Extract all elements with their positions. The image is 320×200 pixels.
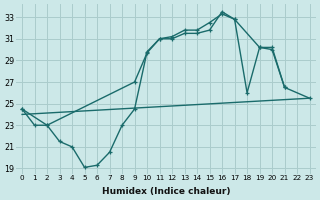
X-axis label: Humidex (Indice chaleur): Humidex (Indice chaleur): [101, 187, 230, 196]
